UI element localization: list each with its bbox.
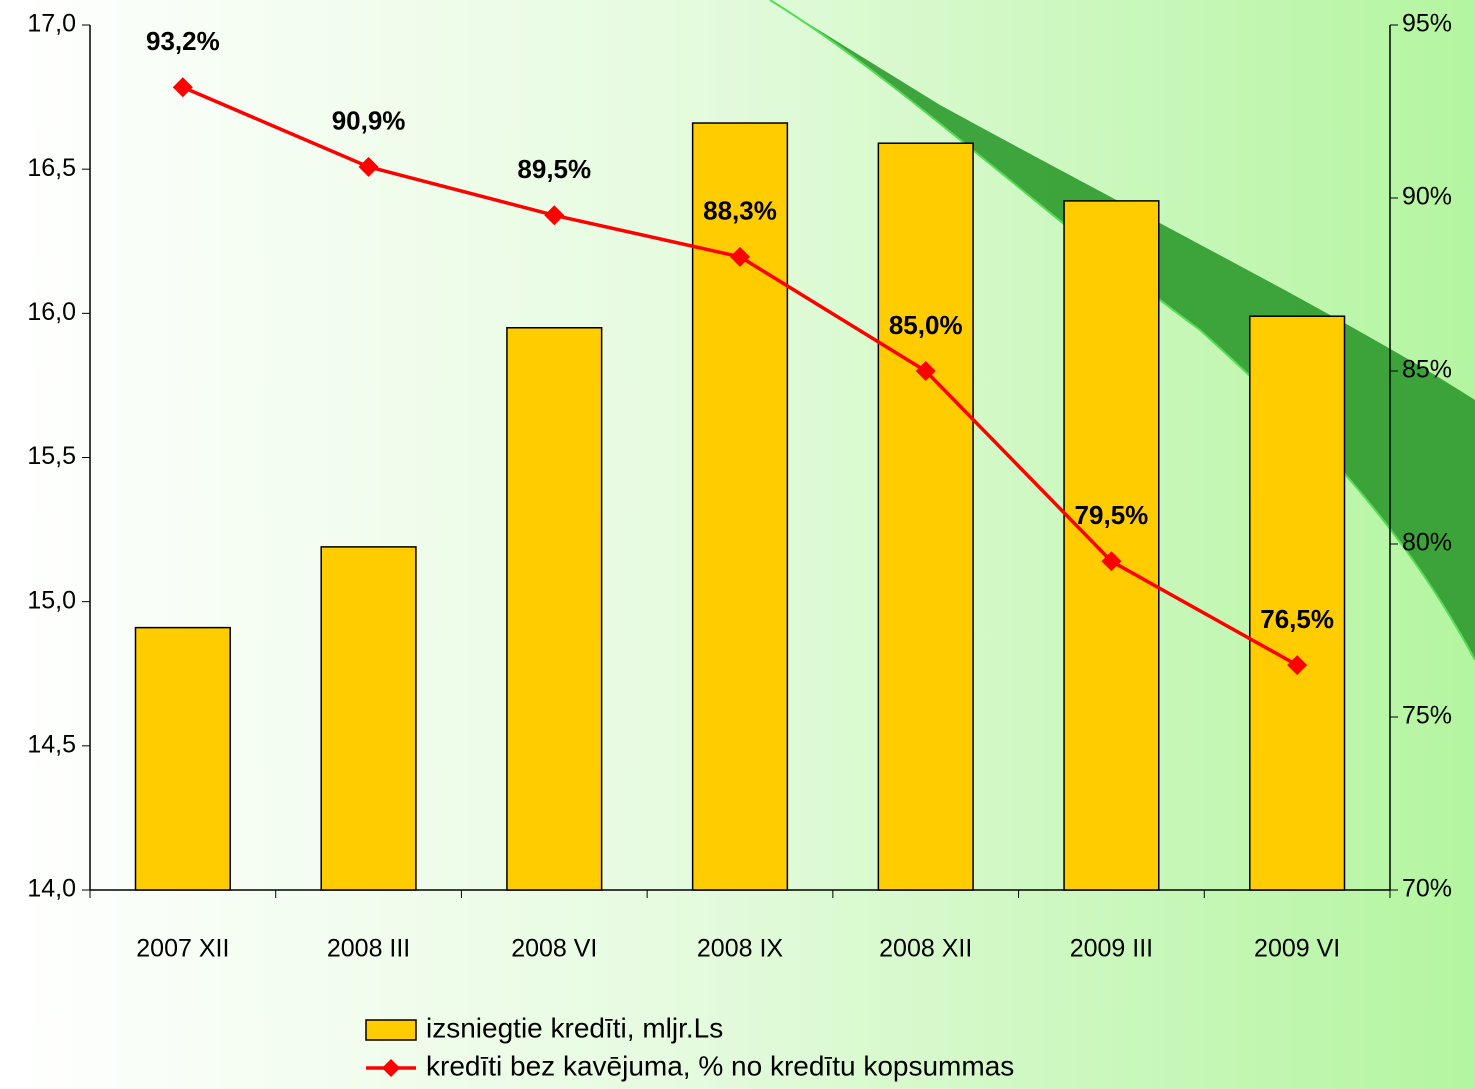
bar xyxy=(877,142,974,891)
value-label: 79,5% xyxy=(1075,500,1149,530)
marker xyxy=(544,205,565,226)
value-label: 88,3% xyxy=(703,196,777,226)
marker xyxy=(1287,655,1308,676)
value-label: 93,2% xyxy=(146,26,220,56)
bar xyxy=(1063,200,1160,891)
x-tick-label: 2007 XII xyxy=(136,935,229,963)
x-tick-label: 2008 III xyxy=(327,935,410,963)
value-label: 85,0% xyxy=(889,310,963,340)
y2-tick-label: 75% xyxy=(1402,702,1452,730)
y-tick-label: 16,0 xyxy=(27,298,76,326)
y2-tick-label: 95% xyxy=(1402,10,1452,38)
x-tick-label: 2009 III xyxy=(1070,935,1153,963)
y2-tick-label: 80% xyxy=(1402,529,1452,557)
marker xyxy=(1101,551,1122,572)
bar xyxy=(506,327,603,891)
marker xyxy=(915,361,936,381)
bar xyxy=(320,546,417,891)
x-tick-label: 2008 XII xyxy=(879,935,972,963)
y-tick-label: 17,0 xyxy=(27,10,76,38)
y2-tick-label: 85% xyxy=(1402,356,1452,384)
y-tick-label: 16,5 xyxy=(27,154,76,182)
marker xyxy=(358,156,379,177)
x-tick-label: 2008 IX xyxy=(697,935,784,963)
legend-label: kredīti bez kavējuma, % no kredītu kopsu… xyxy=(426,1050,1014,1081)
value-label: 90,9% xyxy=(332,106,406,136)
y-tick-label: 15,5 xyxy=(27,442,76,470)
x-tick-label: 2009 VI xyxy=(1254,935,1340,963)
bar xyxy=(134,626,231,891)
marker xyxy=(172,77,193,98)
marker xyxy=(730,246,750,267)
legend-marker xyxy=(382,1059,400,1077)
y-tick-label: 14,0 xyxy=(27,875,76,903)
y-tick-label: 14,5 xyxy=(27,730,76,758)
value-label: 89,5% xyxy=(517,154,591,184)
bar xyxy=(691,122,789,891)
bar xyxy=(1249,315,1346,891)
x-tick-label: 2008 VI xyxy=(511,935,597,963)
legend-swatch xyxy=(365,1019,417,1041)
value-label: 76,5% xyxy=(1260,604,1334,634)
legend-label: izsniegtie kredīti, mljr.Ls xyxy=(426,1012,723,1043)
y2-tick-label: 70% xyxy=(1402,875,1452,903)
y-tick-label: 15,0 xyxy=(27,586,76,614)
y2-tick-label: 90% xyxy=(1402,183,1452,211)
